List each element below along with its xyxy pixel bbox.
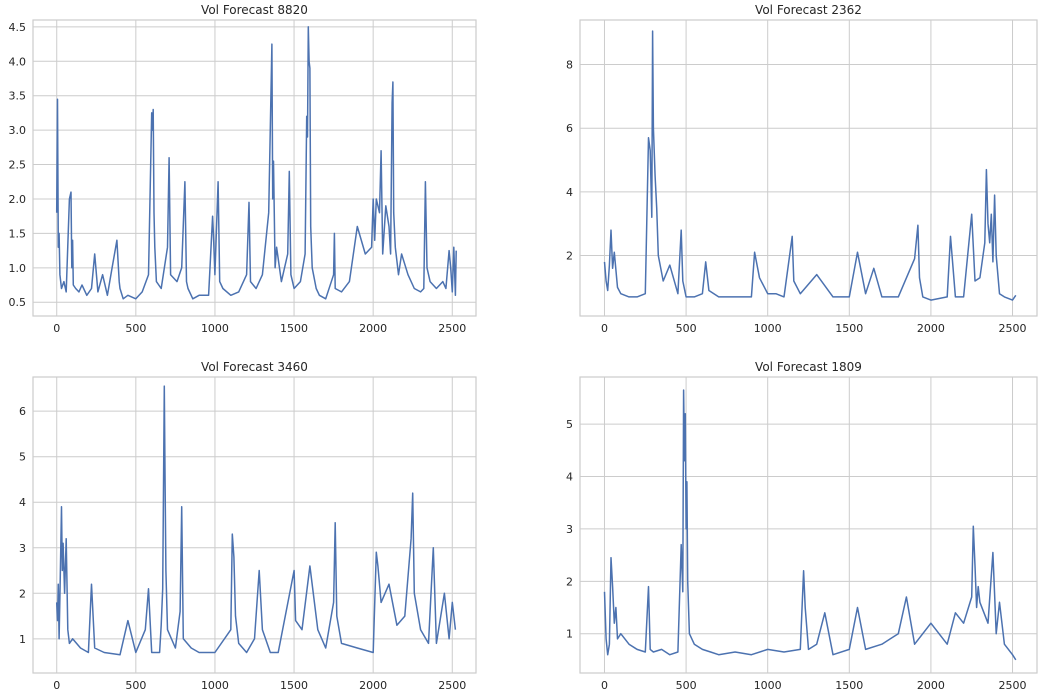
x-tick-label: 500 — [676, 322, 697, 335]
x-tick-label: 1500 — [280, 679, 308, 692]
y-tick-label: 5 — [19, 451, 26, 464]
x-tick-label: 2000 — [917, 679, 945, 692]
y-tick-label: 4 — [19, 496, 26, 509]
y-tick-label: 8 — [566, 59, 573, 72]
x-tick-label: 0 — [53, 322, 60, 335]
y-tick-label: 4 — [566, 471, 573, 484]
y-tick-label: 4.0 — [9, 55, 27, 68]
x-tick-label: 1000 — [201, 322, 229, 335]
y-tick-label: 2.0 — [9, 193, 27, 206]
y-tick-label: 3 — [19, 542, 26, 555]
panel-vol-forecast-1809: 0 500 1000 1500 2000 2500 1 2 3 4 5 Vol Forecast 18… — [566, 360, 1038, 692]
x-tick-label: 2500 — [438, 322, 466, 335]
x-tick-label: 1500 — [835, 679, 863, 692]
y-tick-label: 3 — [566, 523, 573, 536]
plot-frame — [32, 19, 477, 317]
panel-vol-forecast-3460: 0 500 1000 1500 2000 2500 1 2 3 4 5 6 Vol Forecast 3… — [19, 360, 477, 692]
plot-frame — [32, 376, 477, 674]
y-tick-label: 1.5 — [9, 227, 27, 240]
x-tick-label: 500 — [125, 679, 146, 692]
x-tick-label: 2500 — [999, 679, 1027, 692]
y-tick-label: 6 — [566, 122, 573, 135]
x-tick-label: 1000 — [754, 322, 782, 335]
x-tick-label: 1000 — [201, 679, 229, 692]
y-tick-label: 3.0 — [9, 124, 27, 137]
series-line — [603, 389, 1017, 661]
y-tick-label: 2 — [566, 250, 573, 263]
y-tick-label: 2 — [19, 587, 26, 600]
panel-vol-forecast-2362: 0 500 1000 1500 2000 2500 2 4 6 8 Vol Forecast 236… — [566, 3, 1038, 335]
x-tick-label: 2000 — [359, 679, 387, 692]
x-tick-label: 2000 — [359, 322, 387, 335]
series-line — [55, 385, 457, 656]
y-tick-label: 2 — [566, 575, 573, 588]
y-tick-label: 4 — [566, 186, 573, 199]
chart-title: Vol Forecast 2362 — [755, 3, 862, 17]
y-tick-label: 3.5 — [9, 90, 27, 103]
panel-vol-forecast-8820: 0 500 1000 1500 2000 2500 0.5 1.0 1.5 2.0 2.5 3.0 3.… — [9, 3, 477, 335]
x-tick-label: 0 — [53, 679, 60, 692]
x-tick-label: 500 — [125, 322, 146, 335]
y-tick-label: 1 — [566, 628, 573, 641]
y-tick-label: 0.5 — [9, 296, 27, 309]
chart-title: Vol Forecast 8820 — [201, 3, 308, 17]
x-tick-label: 0 — [601, 322, 608, 335]
y-tick-label: 4.5 — [9, 21, 27, 34]
x-tick-label: 500 — [676, 679, 697, 692]
plot-frame — [579, 376, 1038, 674]
chart-title: Vol Forecast 1809 — [755, 360, 862, 374]
x-tick-label: 2000 — [917, 322, 945, 335]
series-line — [55, 26, 457, 300]
y-tick-label: 2.5 — [9, 159, 27, 172]
x-tick-label: 1500 — [835, 322, 863, 335]
series-line — [603, 30, 1017, 301]
x-tick-label: 2500 — [999, 322, 1027, 335]
x-tick-label: 1000 — [754, 679, 782, 692]
y-tick-label: 5 — [566, 418, 573, 431]
plot-frame — [579, 19, 1038, 317]
x-tick-label: 1500 — [280, 322, 308, 335]
chart-title: Vol Forecast 3460 — [201, 360, 308, 374]
y-tick-label: 1.0 — [9, 262, 27, 275]
x-tick-label: 2500 — [438, 679, 466, 692]
y-tick-label: 1 — [19, 633, 26, 646]
x-tick-label: 0 — [601, 679, 608, 692]
y-tick-label: 6 — [19, 405, 26, 418]
